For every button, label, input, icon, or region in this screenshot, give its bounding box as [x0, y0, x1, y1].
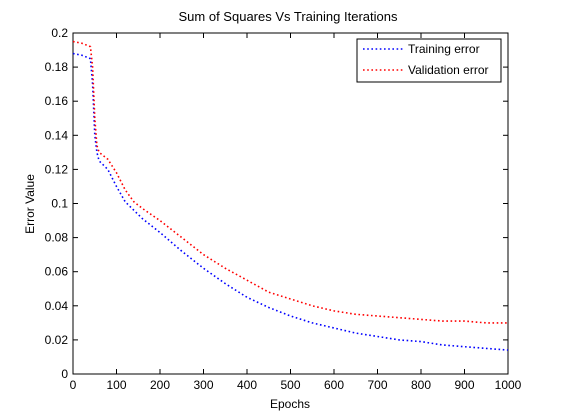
x-tick-label: 400 — [237, 378, 257, 392]
y-tick-label: 0.08 — [45, 231, 69, 245]
x-tick-label: 800 — [411, 378, 431, 392]
x-tick-label: 700 — [367, 378, 387, 392]
y-axis-label: Error Value — [23, 174, 37, 234]
y-tick-label: 0.2 — [51, 26, 68, 40]
x-tick-label: 0 — [70, 378, 77, 392]
legend-label-validation-error: Validation error — [408, 63, 488, 77]
x-tick-label: 500 — [280, 378, 300, 392]
chart-title: Sum of Squares Vs Training Iterations — [179, 9, 398, 24]
y-tick-label: 0.06 — [45, 265, 69, 279]
x-tick-label: 1000 — [495, 378, 522, 392]
y-tick-label: 0.14 — [45, 128, 69, 142]
y-tick-label: 0.12 — [45, 162, 69, 176]
legend-label-training-error: Training error — [408, 42, 480, 56]
y-tick-label: 0.02 — [45, 333, 69, 347]
y-tick-label: 0.18 — [45, 60, 69, 74]
y-tick-label: 0.1 — [51, 197, 68, 211]
x-axis-label: Epochs — [270, 397, 310, 411]
y-tick-label: 0.16 — [45, 94, 69, 108]
x-tick-label: 100 — [106, 378, 126, 392]
x-tick-label: 600 — [324, 378, 344, 392]
y-tick-label: 0.04 — [45, 299, 69, 313]
y-tick-label: 0 — [61, 367, 68, 381]
x-tick-label: 300 — [193, 378, 213, 392]
legend: Training error Validation error — [357, 39, 501, 82]
x-tick-label: 900 — [454, 378, 474, 392]
x-tick-label: 200 — [150, 378, 170, 392]
